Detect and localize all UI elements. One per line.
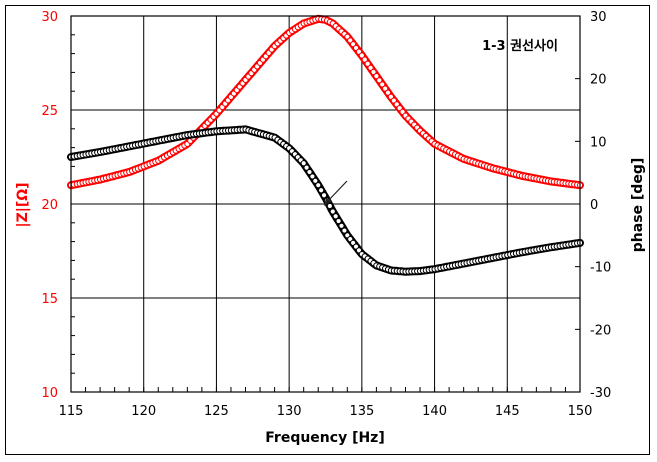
svg-text:120: 120 [131, 404, 156, 419]
chart-title: 1-3 권선사이 [482, 38, 558, 54]
annotation-arrow [324, 180, 348, 206]
svg-text:150: 150 [568, 404, 593, 419]
svg-text:140: 140 [422, 404, 447, 419]
svg-text:25: 25 [41, 104, 58, 119]
impedance-series [67, 14, 584, 190]
svg-text:30: 30 [590, 10, 607, 25]
svg-text:130: 130 [277, 404, 302, 419]
svg-text:30: 30 [41, 10, 58, 25]
svg-text:145: 145 [495, 404, 520, 419]
right-axis-label: phase [deg] [630, 158, 646, 252]
x-axis-label: Frequency [Hz] [265, 430, 384, 446]
left-axis-label: |Z|[Ω] [15, 182, 31, 227]
svg-text:115: 115 [59, 404, 84, 419]
svg-text:15: 15 [41, 292, 58, 307]
chart-frame [5, 5, 650, 455]
svg-text:20: 20 [41, 198, 58, 213]
svg-text:135: 135 [349, 404, 374, 419]
svg-text:-30: -30 [590, 386, 611, 401]
svg-text:125: 125 [204, 404, 229, 419]
right-axis-ticks: 30 20 10 0 -10 -20 -30 [590, 10, 611, 401]
svg-text:10: 10 [41, 386, 58, 401]
svg-text:20: 20 [590, 73, 607, 88]
plot-area [70, 15, 581, 393]
svg-text:-10: -10 [590, 261, 611, 276]
svg-text:0: 0 [590, 198, 598, 213]
svg-text:10: 10 [590, 135, 607, 150]
x-axis-ticks: 115 120 125 130 135 140 145 150 [59, 404, 593, 419]
svg-text:-20: -20 [590, 323, 611, 338]
left-axis-ticks: 30 25 20 15 10 [41, 10, 58, 401]
